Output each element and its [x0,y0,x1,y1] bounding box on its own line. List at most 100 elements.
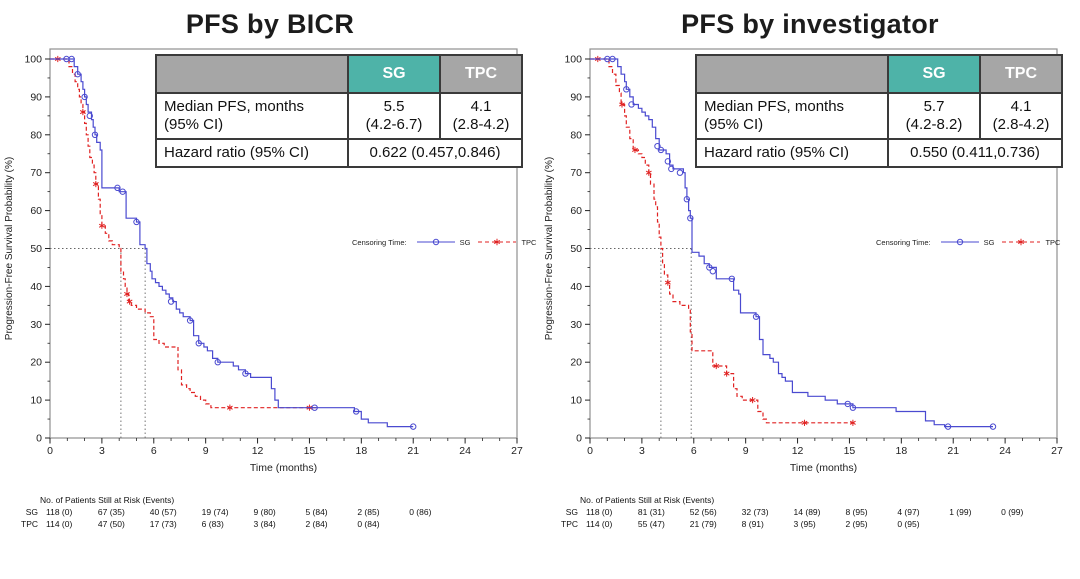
stats-header-blank [695,54,889,94]
stats-header-blank [155,54,349,94]
at-risk-value: 8 (91) [741,519,764,529]
x-axis-title: Time (months) [250,462,317,474]
at-risk-value: 19 (74) [201,507,229,517]
x-tick-label: 18 [355,445,367,457]
x-tick-label: 6 [151,445,157,457]
tpc-censor-mark [723,370,730,377]
x-tick-label: 27 [511,445,523,457]
tpc-censor-mark [98,222,105,229]
tpc-median: 4.1 [470,98,492,115]
at-risk-value: 118 (0) [586,507,613,517]
x-tick-label: 3 [639,445,645,457]
sg-median: 5.5 [383,98,405,115]
km-chart-investigator: 0 3 6 9 12 15 18 21 24 27 0 10 20 30 40 50 60 70 80 90 100 Ti… [540,44,1080,494]
x-tick-label: 18 [895,445,907,457]
median-pfs-label-line1: Median PFS, months [704,98,845,115]
sg-censor-mark [844,400,851,408]
y-tick-label: 100 [24,54,42,66]
page-title: PFS by BICR [185,9,355,39]
stats-header-sg: SG [347,54,441,94]
at-risk-value: 118 (0) [46,507,73,517]
y-tick-label: 100 [564,54,582,66]
stats-header-tpc: TPC [979,54,1063,94]
y-tick-label: 60 [30,205,42,217]
tpc-dashed-star-marker-icon [1002,238,1041,246]
sg-censor-mark [114,184,121,192]
sg-censor-mark [849,404,857,411]
y-tick-label: 90 [30,91,42,103]
at-risk-value: 4 (97) [897,507,920,517]
x-tick-label: 24 [999,445,1011,457]
x-axis-title: Time (months) [790,462,857,474]
at-risk-row-label: SG [25,507,38,517]
hazard-ratio-label: Hazard ratio (95% CI) [155,138,349,168]
y-tick-label: 90 [570,91,582,103]
at-risk-row-label: TPC [561,519,578,529]
panel-pfs-investigator: PFS by investigator 0 3 6 9 12 15 18 21 24 27 0 10 2… [540,0,1080,579]
y-tick-label: 20 [570,357,582,369]
sg-censor-mark [676,169,684,176]
tpc-censor-mark [619,101,625,108]
at-risk-value: 2 (84) [305,519,328,529]
sg-censor-mark [91,131,99,139]
tpc-curve [50,58,319,409]
page-title: PFS by investigator [681,9,939,39]
at-risk-value: 2 (85) [357,507,380,517]
at-risk-value: 114 (0) [586,519,613,529]
tpc-censor-mark [126,298,133,305]
y-axis-title: Progression-Free Survival Probability (%… [544,157,555,340]
y-tick-label: 60 [570,205,582,217]
y-tick-label: 0 [36,433,42,445]
sg-censor-mark [654,142,661,150]
sg-censor-mark [167,298,175,305]
y-tick-label: 30 [570,319,582,331]
sg-censor-mark [683,196,691,203]
sg-censor-mark [68,55,75,63]
tpc-censor-mark [801,419,808,426]
at-risk-table: No. of Patients Still at Risk (Events) S… [0,494,540,570]
sg-censor-mark [352,408,360,415]
legend: Censoring Time: SG TPC [876,237,1066,247]
sg-censor-mark [119,188,126,195]
at-risk-value: 0 (86) [409,507,432,517]
tpc-censor-mark [849,419,856,426]
tpc-censor-mark [79,108,86,116]
at-risk-row-label: SG [565,507,578,517]
sg-censor-mark [86,112,93,120]
x-tick-label: 12 [252,445,264,457]
x-tick-label: 15 [844,445,856,457]
sg-censor-mark [623,86,630,93]
sg-censor-mark [410,423,417,430]
sg-censor-mark [664,158,672,165]
median-pfs-label-line2: (95% CI) [704,116,764,133]
x-tick-label: 3 [99,445,105,457]
median-pfs-label: Median PFS, months (95% CI) [695,92,889,140]
sg-censor-mark [709,268,717,275]
y-tick-label: 80 [30,129,42,141]
median-pfs-sg-value: 5.7 (4.2-8.2) [887,92,981,140]
sg-ci: (4.2-8.2) [905,116,963,133]
tpc-dashed-star-marker-icon [478,238,517,246]
x-tick-label: 21 [407,445,419,457]
sg-curve [590,58,993,428]
x-tick-label: 15 [304,445,316,457]
tpc-censor-mark [124,290,130,298]
at-risk-value: 55 (47) [637,519,665,529]
tpc-censor-mark [664,279,671,286]
x-tick-label: 24 [459,445,471,457]
sg-censor-mark [214,359,221,366]
at-risk-value: 9 (80) [253,507,276,517]
at-risk-value: 3 (95) [793,519,816,529]
legend: Censoring Time: SG TPC [352,237,542,247]
at-risk-row-label: TPC [21,519,38,529]
sg-censor-mark [706,264,713,271]
sg-censor-mark [133,218,140,226]
y-tick-label: 70 [570,167,582,179]
km-plot-svg: 0 3 6 9 12 15 18 21 24 27 0 10 20 30 40 50 60 70 80 90 100 Ti… [4,48,523,474]
median-pfs-tpc-value: 4.1 (2.8-4.2) [439,92,523,140]
stats-table: SG TPC Median PFS, months (95% CI) 5.5 (… [155,54,523,168]
median-pfs-label: Median PFS, months (95% CI) [155,92,349,140]
tpc-median: 4.1 [1010,98,1032,115]
tpc-ci: (2.8-4.2) [992,116,1050,133]
